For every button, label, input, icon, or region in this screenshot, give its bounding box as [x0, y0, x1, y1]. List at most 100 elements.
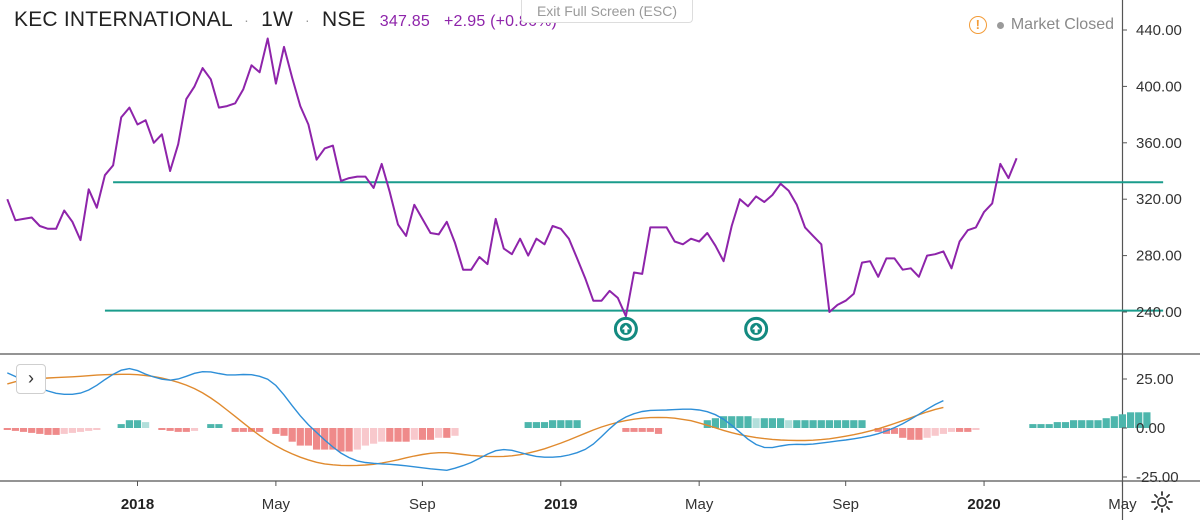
histogram-bar [1118, 414, 1126, 428]
last-price: 347.85 [379, 13, 430, 30]
histogram-bar [1078, 420, 1086, 428]
histogram-bar [630, 428, 638, 432]
histogram-bar [565, 420, 573, 428]
histogram-bar [93, 428, 101, 430]
symbol-header: KEC INTERNATIONAL · 1W · NSE 347.85 +2.9… [14, 8, 557, 32]
histogram-bar [1135, 412, 1143, 428]
histogram-bar [345, 428, 353, 452]
histogram-bar [85, 428, 93, 431]
histogram-bar [622, 428, 630, 432]
histogram-bar [777, 418, 785, 428]
histogram-bar [801, 420, 809, 428]
time-tick-label: Sep [409, 496, 436, 513]
histogram-bar [760, 418, 768, 428]
time-tick-label: May [262, 496, 291, 513]
histogram-bar [703, 420, 711, 428]
histogram-bar [874, 428, 882, 432]
up-arrow-icon[interactable] [744, 316, 769, 341]
gear-icon[interactable] [1150, 490, 1174, 514]
histogram-bar [923, 428, 931, 438]
histogram-bar [1037, 424, 1045, 428]
histogram-bar [1143, 412, 1151, 428]
histogram-bar [166, 428, 174, 431]
histogram-bar [858, 420, 866, 428]
warning-icon[interactable]: ! [968, 16, 987, 34]
histogram-bar [752, 418, 760, 428]
histogram-bar [711, 418, 719, 428]
histogram-bar [394, 428, 402, 442]
histogram-bar [833, 420, 842, 428]
symbol-name[interactable]: KEC INTERNATIONAL [14, 8, 233, 31]
histogram-bar [451, 428, 459, 436]
time-tick-label: May [1108, 496, 1137, 513]
exit-full-screen-button[interactable]: Exit Full Screen (ESC) [521, 0, 693, 23]
exchange-label: NSE [321, 8, 366, 31]
histogram-bar [915, 428, 923, 440]
histogram-bar [443, 428, 451, 438]
histogram-bar [1045, 424, 1053, 428]
histogram-bar [947, 428, 956, 432]
histogram-bar [654, 428, 663, 434]
histogram-bar [1086, 420, 1094, 428]
time-tick-label: 2019 [544, 496, 577, 513]
time-tick-label: Sep [832, 496, 859, 513]
histogram-bar [68, 428, 76, 433]
price-tick-label: 440.00 [1136, 22, 1182, 39]
histogram-bar [638, 428, 646, 432]
price-tick-label: 280.00 [1136, 248, 1182, 265]
histogram-bar [785, 420, 793, 428]
histogram-bar [182, 428, 190, 432]
price-tick-label: 360.00 [1136, 135, 1182, 152]
histogram-bar [36, 428, 44, 434]
histogram-bar [1094, 420, 1102, 428]
market-status-text: Market Closed [1010, 16, 1114, 33]
macd-line [7, 367, 944, 472]
histogram-bar [239, 428, 247, 432]
histogram-bar [825, 420, 833, 428]
price-tick-label: 320.00 [1136, 191, 1182, 208]
histogram-bar [329, 428, 337, 450]
histogram-bar [370, 428, 378, 444]
histogram-bar [361, 428, 369, 446]
histogram-bar [117, 424, 125, 428]
histogram-bar [60, 428, 68, 434]
macd-tick-label: 0.00 [1136, 420, 1165, 437]
marker-arrow [752, 324, 761, 333]
histogram-bar [435, 428, 443, 438]
time-tick-label: 2018 [121, 496, 154, 513]
histogram-bar [1127, 412, 1135, 428]
histogram-bar [402, 428, 410, 442]
histogram-bar [972, 428, 980, 430]
histogram-bar [524, 422, 532, 428]
histogram-bar [809, 420, 817, 428]
histogram-bar [19, 428, 28, 432]
histogram-bar [549, 420, 557, 428]
histogram-bar [842, 420, 850, 428]
histogram-bar [28, 428, 36, 433]
histogram-bar [736, 416, 744, 428]
price-tick-label: 400.00 [1136, 78, 1182, 95]
histogram-bar [133, 420, 142, 428]
marker-arrow [621, 324, 630, 333]
interval-label[interactable]: 1W [261, 8, 293, 31]
histogram-bar [231, 428, 239, 432]
histogram-bar [288, 428, 296, 442]
histogram-bar [540, 422, 549, 428]
header-separator: · [244, 12, 250, 29]
expand-indicators-button[interactable]: › [16, 364, 46, 394]
up-arrow-icon[interactable] [613, 316, 638, 341]
histogram-bar [125, 420, 133, 428]
histogram-bar [313, 428, 321, 450]
histogram-bar [52, 428, 60, 435]
histogram-bar [304, 428, 312, 446]
histogram-bar [1070, 420, 1078, 428]
histogram-bar [768, 418, 776, 428]
market-status: ! Market Closed [968, 16, 1114, 34]
histogram-bar [337, 428, 345, 452]
histogram-bar [557, 420, 565, 428]
histogram-bar [939, 428, 947, 434]
histogram-bar [207, 424, 215, 428]
histogram-bar [817, 420, 825, 428]
histogram-bar [931, 428, 939, 436]
